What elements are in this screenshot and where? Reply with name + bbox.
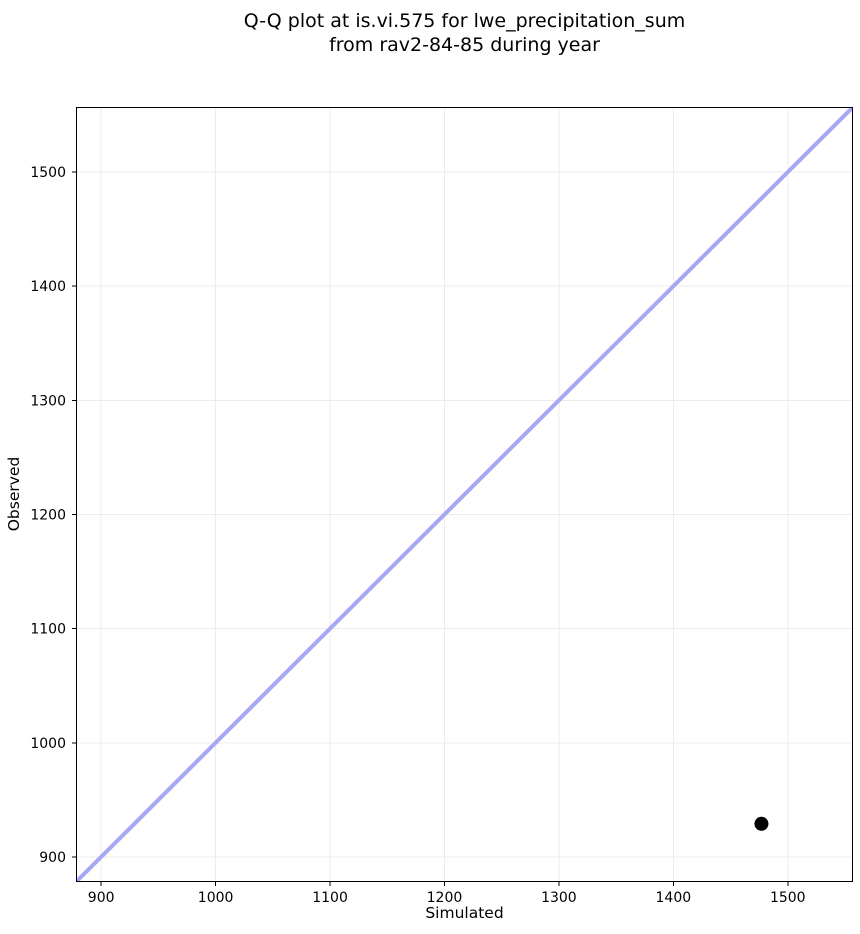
x-axis-label: Simulated bbox=[425, 904, 504, 922]
x-tick-label: 1500 bbox=[770, 890, 806, 906]
tick-label-group: 900 1000 1100 1200 1300 1400 1500 900 1000 1100 12… bbox=[30, 165, 805, 906]
tick-group bbox=[72, 171, 789, 886]
x-tick-label: 1400 bbox=[656, 890, 692, 906]
data-point bbox=[754, 816, 769, 831]
y-tick-label: 1200 bbox=[30, 507, 66, 523]
chart-title: Q-Q plot at is.vi.575 for lwe_precipitat… bbox=[76, 9, 853, 57]
chart-title-line-2: from rav2-84-85 during year bbox=[329, 34, 600, 56]
x-tick-label: 1200 bbox=[427, 890, 463, 906]
y-tick-label: 1500 bbox=[30, 165, 66, 181]
chart-title-line-1: Q-Q plot at is.vi.575 for lwe_precipitat… bbox=[243, 10, 686, 32]
y-tick-label: 1400 bbox=[30, 279, 66, 295]
grid-group bbox=[76, 107, 853, 882]
x-tick-label: 1000 bbox=[198, 890, 234, 906]
axes-spines bbox=[76, 107, 853, 882]
y-tick-label: 1100 bbox=[30, 622, 66, 638]
y-tick-label: 1300 bbox=[30, 393, 66, 409]
x-tick-label: 900 bbox=[88, 890, 115, 906]
y-tick-label: 1000 bbox=[30, 736, 66, 752]
y-axis-label: Observed bbox=[5, 456, 23, 532]
x-tick-label: 1100 bbox=[312, 890, 348, 906]
x-tick-label: 1300 bbox=[541, 890, 577, 906]
y-tick-label: 900 bbox=[39, 850, 66, 866]
